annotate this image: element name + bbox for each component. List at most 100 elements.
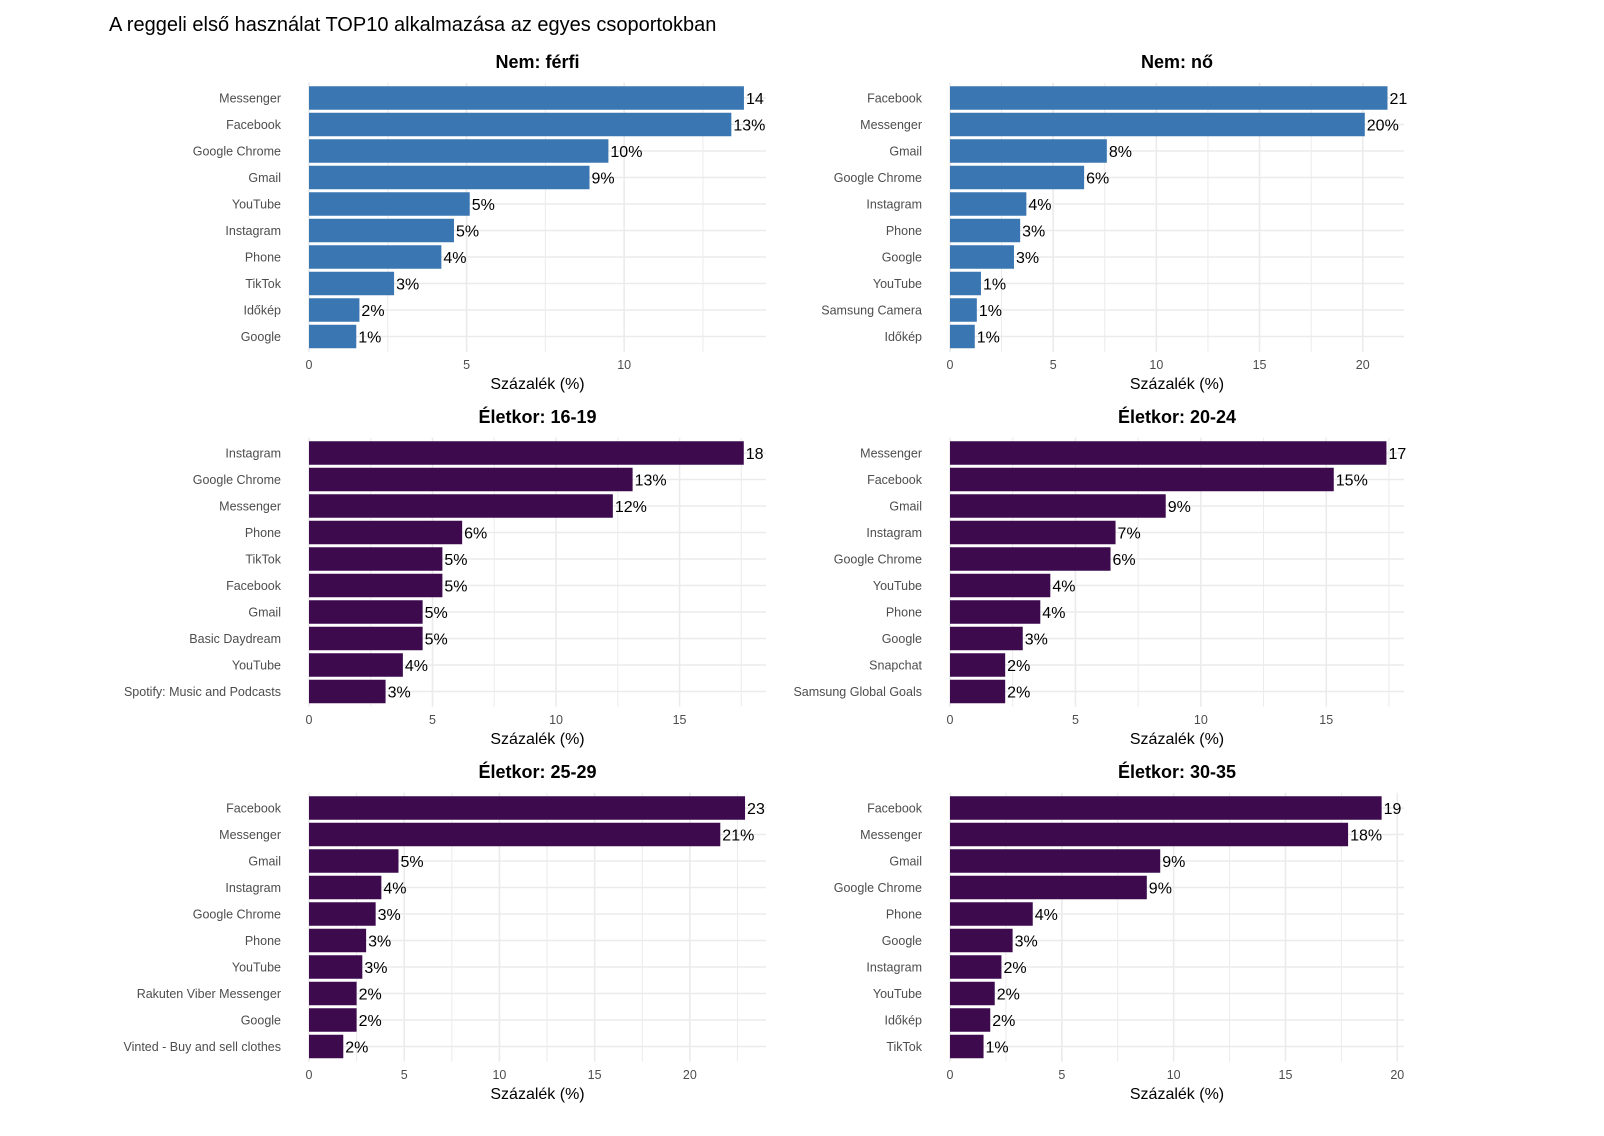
category-label: Phone xyxy=(886,224,922,238)
data-label: 1% xyxy=(979,303,1002,320)
category-label: Google xyxy=(882,251,922,265)
panel-title: Nem: férfi xyxy=(495,52,579,72)
category-label: Facebook xyxy=(226,118,282,132)
category-label: Google xyxy=(241,1014,281,1028)
data-label: 10% xyxy=(610,144,642,161)
bar-google-chrome xyxy=(950,547,1111,571)
bar-spotify-music-and-podcasts xyxy=(309,679,386,704)
bar-id-k-p xyxy=(950,1008,991,1032)
bar-basic-daydream xyxy=(309,626,423,651)
category-label: Messenger xyxy=(219,828,281,842)
category-label: Google xyxy=(882,934,922,948)
chart-panel-3: 0 5 10 15 18 Instagram 13% Google Chrome 12% Mess… xyxy=(124,406,766,748)
data-label: 5% xyxy=(472,197,495,214)
data-label: 5% xyxy=(425,632,448,649)
category-label: Messenger xyxy=(219,500,281,514)
bar-gmail xyxy=(950,139,1107,163)
x-tick-label: 10 xyxy=(1149,358,1163,372)
bar-snapchat xyxy=(950,653,1006,677)
category-label: YouTube xyxy=(232,198,281,212)
category-label: Phone xyxy=(245,251,281,265)
bar-instagram xyxy=(309,441,744,465)
data-label: 18% xyxy=(1350,828,1382,845)
bar-google xyxy=(950,245,1014,269)
data-label: 5% xyxy=(444,579,467,596)
category-label: YouTube xyxy=(873,277,922,291)
bar-instagram xyxy=(950,520,1116,545)
category-label: Időkép xyxy=(884,330,922,344)
data-label: 2% xyxy=(1007,685,1030,702)
panel-title: Életkor: 30-35 xyxy=(1118,761,1236,782)
bar-youtube xyxy=(950,981,995,1006)
category-label: YouTube xyxy=(232,659,281,673)
category-label: TikTok xyxy=(245,277,281,291)
data-label: 12% xyxy=(615,499,647,516)
bar-youtube xyxy=(309,955,363,979)
category-label: Vinted - Buy and sell clothes xyxy=(123,1040,281,1054)
category-label: YouTube xyxy=(873,987,922,1001)
data-label: 3% xyxy=(1015,934,1038,951)
bar-instagram xyxy=(309,218,454,243)
bar-google-chrome xyxy=(950,165,1085,190)
data-label: 19 xyxy=(1384,801,1402,818)
panel-title: Életkor: 25-29 xyxy=(478,761,596,782)
category-label: Snapchat xyxy=(869,659,922,673)
data-label: 4% xyxy=(1042,605,1065,622)
category-label: Rakuten Viber Messenger xyxy=(137,987,281,1001)
bar-gmail xyxy=(309,600,423,624)
x-axis-title: Százalék (%) xyxy=(490,731,584,748)
category-label: YouTube xyxy=(232,961,281,975)
bar-phone xyxy=(950,600,1041,624)
bar-phone xyxy=(309,928,367,953)
data-label: 4% xyxy=(1035,907,1058,924)
bar-id-k-p xyxy=(950,324,975,349)
category-label: Google Chrome xyxy=(834,553,922,567)
bar-samsung-global-goals xyxy=(950,679,1006,704)
bar-id-k-p xyxy=(309,298,360,322)
data-label: 2% xyxy=(345,1040,368,1057)
bar-messenger xyxy=(309,86,744,110)
panel-title: Életkor: 16-19 xyxy=(478,406,596,427)
category-label: YouTube xyxy=(873,579,922,593)
bar-messenger xyxy=(950,822,1349,847)
bar-instagram xyxy=(950,192,1027,216)
panel-title: Életkor: 20-24 xyxy=(1118,406,1236,427)
bar-facebook xyxy=(309,573,443,598)
category-label: Facebook xyxy=(867,802,923,816)
category-label: Samsung Global Goals xyxy=(793,685,922,699)
x-tick-label: 15 xyxy=(1253,358,1267,372)
data-label: 9% xyxy=(1168,499,1191,516)
bar-gmail xyxy=(950,849,1161,873)
x-tick-label: 0 xyxy=(947,1068,954,1082)
data-label: 1% xyxy=(983,277,1006,294)
data-label: 2% xyxy=(359,987,382,1004)
data-label: 13% xyxy=(733,118,765,135)
category-label: Gmail xyxy=(248,855,281,869)
x-tick-label: 15 xyxy=(588,1068,602,1082)
x-tick-label: 20 xyxy=(1356,358,1370,372)
data-label: 2% xyxy=(359,1013,382,1030)
data-label: 17 xyxy=(1388,446,1406,463)
category-label: Gmail xyxy=(248,606,281,620)
data-label: 5% xyxy=(400,854,423,871)
bar-phone xyxy=(309,520,463,545)
data-label: 5% xyxy=(456,224,479,241)
data-label: 21% xyxy=(722,828,754,845)
x-tick-label: 5 xyxy=(1058,1068,1065,1082)
bar-facebook xyxy=(309,796,746,820)
data-label: 9% xyxy=(1162,854,1185,871)
category-label: Google xyxy=(882,632,922,646)
data-label: 6% xyxy=(464,526,487,543)
category-label: Samsung Camera xyxy=(821,304,922,318)
bar-messenger xyxy=(950,441,1387,465)
x-tick-label: 20 xyxy=(1390,1068,1404,1082)
main-title: A reggeli első használat TOP10 alkalmazá… xyxy=(109,14,717,36)
bar-google xyxy=(309,1008,357,1032)
bar-google xyxy=(309,324,357,349)
category-label: Spotify: Music and Podcasts xyxy=(124,685,281,699)
bar-instagram xyxy=(950,955,1002,979)
data-label: 7% xyxy=(1118,526,1141,543)
bar-google-chrome xyxy=(309,902,376,926)
category-label: Facebook xyxy=(226,579,282,593)
